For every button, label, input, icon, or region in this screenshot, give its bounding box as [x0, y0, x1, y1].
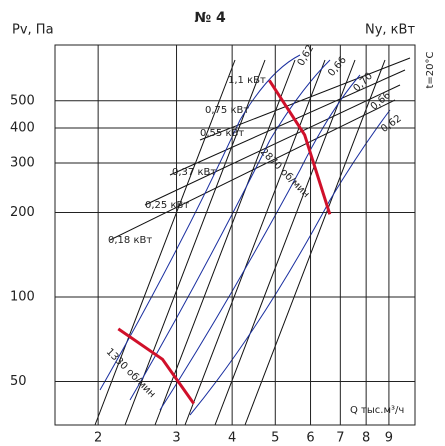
power-label: 1,1 кВт — [228, 75, 266, 86]
y-tick-label: 300 — [10, 156, 35, 171]
y-tick-label: 100 — [10, 290, 35, 305]
power-label: 0,18 кВт — [108, 235, 152, 246]
y2-axis-label: Ny, кВт — [365, 23, 415, 38]
x-tick-label: 2 — [94, 431, 102, 446]
x-tick-label: 7 — [336, 431, 344, 446]
speed-curve — [268, 79, 332, 215]
x-tick-label: 3 — [172, 431, 180, 446]
power-label: 0,37 кВт — [172, 167, 216, 178]
power-label: 0,55 кВт — [200, 128, 244, 139]
power-label: 0,75 кВт — [205, 105, 249, 116]
power-label: 0,25 кВт — [145, 200, 189, 211]
temperature-note: t=20°C — [425, 51, 436, 88]
y-axis-label: Pv, Па — [12, 23, 54, 38]
plot-frame — [54, 44, 416, 426]
y-tick-label: 500 — [10, 93, 35, 108]
y-tick-label: 50 — [10, 374, 27, 389]
speed-curve — [117, 327, 196, 405]
x-axis-label: Q тыс.м³/ч — [350, 405, 404, 416]
y-tick-label: 400 — [10, 120, 35, 135]
y-tick-label: 200 — [10, 205, 35, 220]
plot-area — [55, 45, 415, 425]
x-tick-label: 6 — [306, 431, 314, 446]
chart-title: № 4 — [194, 10, 226, 26]
performance-lines — [94, 54, 411, 426]
x-tick-label: 8 — [362, 431, 370, 446]
x-tick-label: 9 — [385, 431, 393, 446]
x-tick-label: 5 — [271, 431, 279, 446]
x-tick-label: 4 — [228, 431, 236, 446]
